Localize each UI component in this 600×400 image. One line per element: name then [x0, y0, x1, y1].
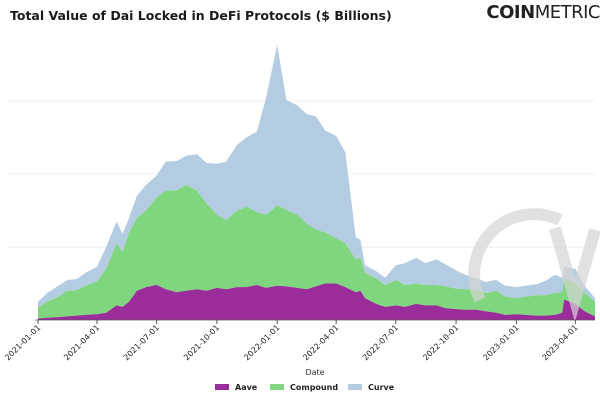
legend-swatch [270, 384, 284, 390]
area-aave [38, 283, 595, 320]
legend-label: Compound [290, 383, 338, 392]
coinmetrics-logo: COINMETRIC [486, 2, 600, 23]
legend-item-compound: Compound [270, 383, 338, 392]
legend-item-curve: Curve [348, 383, 395, 392]
x-tick-label: 2022-01-01 [242, 323, 281, 362]
x-axis-label: Date [305, 368, 324, 377]
area-curve [38, 44, 595, 308]
x-tick-label: 2023-04-01 [541, 323, 580, 362]
stacked-areas [38, 44, 595, 320]
x-axis-ticks: 2021-01-01 2021-04-01 2021-07-01 2021-10-01… [3, 320, 580, 362]
legend-label: Aave [235, 383, 258, 392]
x-tick-label: 2022-10-01 [421, 323, 460, 362]
legend-item-aave: Aave [215, 383, 258, 392]
x-tick-label: 2022-04-01 [301, 323, 340, 362]
x-tick-label: 2022-07-01 [361, 323, 400, 362]
area-compound [38, 184, 595, 319]
x-tick-label: 2023-01-01 [482, 323, 521, 362]
x-tick-label: 2021-10-01 [182, 323, 221, 362]
x-tick-label: 2021-07-01 [122, 323, 161, 362]
legend-swatch [348, 384, 362, 390]
legend-label: Curve [368, 383, 395, 392]
x-tick-label: 2021-01-01 [3, 323, 42, 362]
legend: Aave Compound Curve [215, 383, 395, 392]
x-tick-label: 2021-04-01 [62, 323, 101, 362]
watermark-logo-icon [468, 208, 600, 323]
legend-swatch [215, 384, 229, 390]
chart-title: Total Value of Dai Locked in DeFi Protoc… [10, 8, 392, 23]
